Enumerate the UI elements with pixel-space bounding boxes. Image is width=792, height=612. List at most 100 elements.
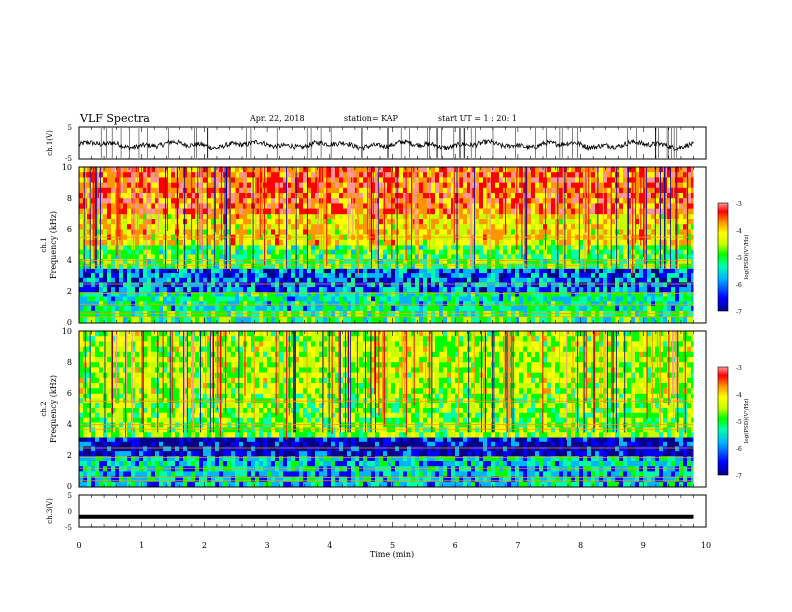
ch1-spectrogram-cell [91,268,95,274]
ch1-spectrogram-cell [195,172,199,178]
ch1-spectrogram-cell [575,254,579,260]
ch1-spectrogram-cell [243,277,247,283]
ch1-spectrogram-cell [199,282,203,288]
ch1-spectrogram-cell [195,291,199,297]
ch1-spectrogram-cell [275,239,279,246]
ch1-spectrogram-cell [543,187,547,194]
ch1-spectrogram-cell [215,273,219,279]
ch1-spectrogram-cell [431,167,435,173]
ch1-spectrogram-cell [219,291,223,297]
ch1-spectrogram-cell [283,172,287,178]
ch1-spectrogram-cell [519,224,523,230]
ch1-spectrogram-cell [291,277,295,283]
ch1-spectrogram-cell [267,282,271,288]
ch1-spectrogram-cell [291,316,295,324]
ch1-spectrogram-cell [123,263,127,269]
ch1-spectrogram-cell [531,277,535,283]
ch1-spectrogram-cell [447,305,451,311]
ch1-spectrogram-cell [323,259,327,265]
ch1-spectrogram-cell [531,254,535,260]
ch1-spectrogram-cell [415,263,419,269]
ch1-spectrogram-cell [603,167,607,173]
ch1-spectrogram-cell [623,268,627,274]
ch1-spectrogram-cell [435,277,439,283]
ch1-spectrogram-cell [187,263,191,269]
ch1-spectrogram-cell [127,305,131,311]
ch1-spectrogram-cell [355,296,359,302]
ch1-spectrogram-cell [559,249,563,255]
ch1-spectrogram-cell [551,229,555,235]
ch1-spectrogram-cell [299,254,303,260]
ch1-spectrogram-cell [671,254,675,260]
ch1-spectrogram-cell [303,273,307,279]
ch1-spectrogram-cell [423,259,427,265]
ch1-spectrogram-cell [551,182,555,189]
ch1-spectrogram-cell [407,273,411,279]
ch1-spectrogram-cell [239,291,243,297]
ch1-spectrogram-cell [575,198,579,204]
ch1-spectrogram-cell [531,296,535,302]
ch1-spectrogram-cell [315,259,319,265]
ch1-spectrogram-cell [591,268,595,274]
ch1-spectrogram-cell [195,268,199,274]
ch1-spectrogram-cell [591,208,595,215]
ch1-spectrogram-cell [467,263,471,269]
ch1-spectrogram-cell [411,224,415,230]
ch1-spectrogram-cell [459,249,463,255]
ch1-spectrogram-cell [311,277,315,283]
ch1-spectrogram-cell [383,291,387,297]
ch1-spectrogram-cell [599,177,603,183]
ch1-spectrogram-cell [179,254,183,260]
ch1-spectrogram-cell [599,245,603,251]
ch1-spectrogram-cell [427,249,431,255]
ch1-spectrogram-cell [343,249,347,255]
ch1-spectrogram-cell [175,268,179,274]
ch1-spectrogram-cell [403,259,407,265]
ch1-spectrogram-cell [343,282,347,288]
ch1-spectrogram-cell [399,268,403,274]
ch1-spectrogram-cell [487,219,491,225]
ch1-spectrogram-cell [579,187,583,194]
ch1-spectrogram-cell [391,291,395,297]
ch1-spectrogram-cell [483,198,487,204]
ch1-spectrogram-cell [627,208,631,215]
ch1-spectrogram-cell [279,316,283,324]
ch1-spectrogram-cell [683,316,687,324]
ch1-spectrogram-cell [427,273,431,279]
ch1-spectrogram-cell [155,177,159,183]
ch1-spectrogram-cell [647,245,651,251]
ch1-spectrogram-cell [427,172,431,178]
ch1-spectrogram-cell [471,316,475,324]
ch1-spectrogram-cell [299,187,303,194]
ch1-spectrogram-cell [447,198,451,204]
ch1-spectrogram-cell [175,263,179,269]
ch1-spectrogram-cell [327,291,331,297]
ch1-spectrogram-cell [651,167,655,173]
ch1-spectrogram-cell [331,229,335,235]
ch1-spectrogram-cell [111,229,115,235]
ch1-spectrogram-cell [539,291,543,297]
ch1-spectrogram-cell [639,245,643,251]
ch1-spectrogram-cell [347,245,351,251]
ch1-spectrogram-cell [383,287,387,293]
ch1-spectrogram-cell [207,259,211,265]
ch1-spectrogram-cell [219,316,223,324]
ch1-spectrogram-cell [187,287,191,293]
ch1-spectrogram-cell [195,249,199,255]
ch1-spectrogram-cell [267,249,271,255]
ch1-spectrogram-cell [643,282,647,288]
ch1-spectrogram-cell [323,213,327,220]
ch1-spectrogram-cell [415,198,419,204]
ch1-spectrogram-cell [535,229,539,235]
ch1-spectrogram-cell [583,301,587,307]
ch1-spectrogram-cell [327,277,331,283]
ch1-spectrogram-cell [407,177,411,183]
ch1-spectrogram-cell [623,172,627,178]
ch1-spectrogram-cell [671,219,675,225]
ch1-spectrogram-cell [619,282,623,288]
ch1-spectrogram-cell [527,249,531,255]
ch1-spectrogram-cell [307,245,311,251]
ch1-spectrogram-cell [587,268,591,274]
ch1-spectrogram-cell [495,287,499,293]
ch1-spectrogram-cell [235,301,239,307]
